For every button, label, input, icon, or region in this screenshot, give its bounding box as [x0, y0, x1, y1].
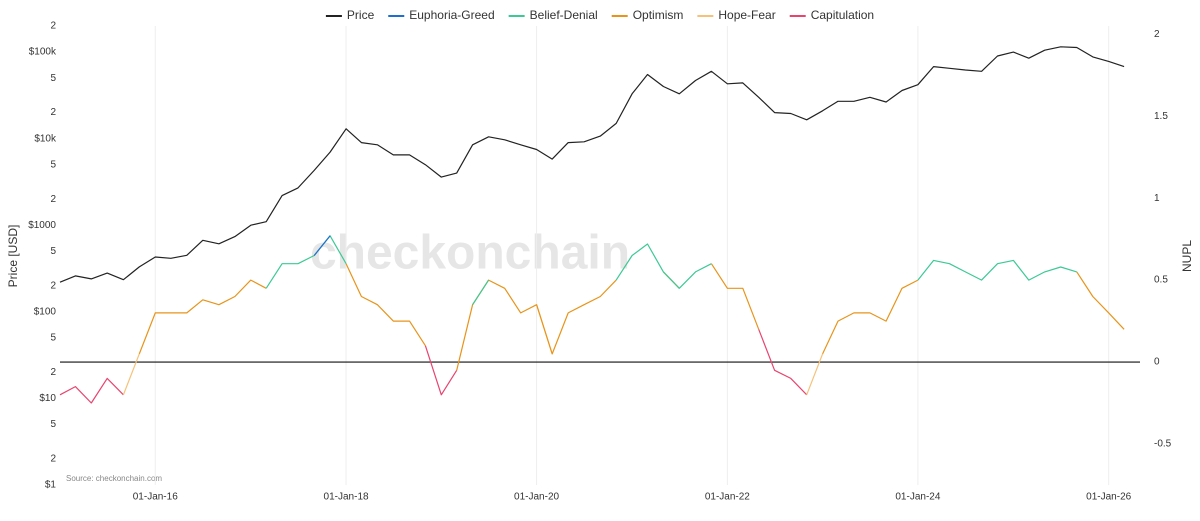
x-tick-label: 01-Jan-26 [1086, 492, 1131, 503]
y-tick-label: $100 [34, 306, 57, 317]
legend-item: Belief-Denial [508, 8, 598, 22]
y-tick-label: 5 [50, 246, 56, 257]
legend-item: Hope-Fear [697, 8, 776, 22]
y-tick-label: 5 [50, 419, 56, 430]
y-tick-label: 2 [50, 194, 56, 205]
y-tick-label: 2 [50, 107, 56, 118]
legend-item: Optimism [611, 8, 684, 22]
y-tick-label: $1000 [28, 220, 56, 231]
legend-label: Belief-Denial [530, 8, 598, 22]
y2-tick-label: 0.5 [1154, 275, 1168, 286]
y-tick-label: 5 [50, 333, 56, 344]
y-tick-label: 5 [50, 159, 56, 170]
x-tick-label: 01-Jan-20 [514, 492, 559, 503]
x-tick-label: 01-Jan-16 [133, 492, 178, 503]
series-line [122, 304, 824, 396]
series-line [138, 263, 1125, 371]
y-tick-label: 2 [50, 454, 56, 465]
y-tick-label: $100k [29, 47, 57, 58]
y-tick-label: 2 [50, 280, 56, 291]
y-tick-label: $10k [34, 133, 57, 144]
x-tick-label: 01-Jan-22 [705, 492, 750, 503]
y-tick-label: 2 [50, 367, 56, 378]
series-line [265, 235, 1077, 306]
y2-tick-label: 1 [1154, 193, 1160, 204]
y2-tick-label: -0.5 [1154, 439, 1172, 450]
legend-item: Capitulation [789, 8, 874, 22]
y2-axis-title: NUPL [1180, 240, 1194, 272]
series-line [59, 46, 1125, 283]
x-tick-label: 01-Jan-24 [895, 492, 940, 503]
x-tick-label: 01-Jan-18 [324, 492, 369, 503]
y-axis-title: Price [USD] [6, 225, 20, 288]
y2-tick-label: 1.5 [1154, 111, 1168, 122]
source-note: Source: checkonchain.com [66, 474, 162, 483]
y-tick-label: 5 [50, 73, 56, 84]
legend-label: Capitulation [811, 8, 874, 22]
y2-tick-label: 2 [1154, 29, 1160, 40]
legend-item: Price [325, 8, 375, 22]
series-line [59, 329, 808, 404]
legend-label: Hope-Fear [718, 8, 775, 22]
legend: Price Euphoria-Greed Belief-Denial Optimism… [325, 8, 874, 22]
y2-tick-label: 0 [1154, 357, 1160, 368]
grid [154, 26, 1110, 485]
legend-item: Euphoria-Greed [388, 8, 495, 22]
legend-label: Optimism [633, 8, 684, 22]
y-tick-label: 2 [50, 21, 56, 32]
legend-label: Euphoria-Greed [409, 8, 494, 22]
series-line [313, 235, 331, 256]
y-tick-label: $10 [39, 393, 56, 404]
watermark: checkonchain [310, 227, 630, 280]
legend-label: Price [347, 8, 375, 22]
y-tick-label: $1 [45, 480, 57, 491]
